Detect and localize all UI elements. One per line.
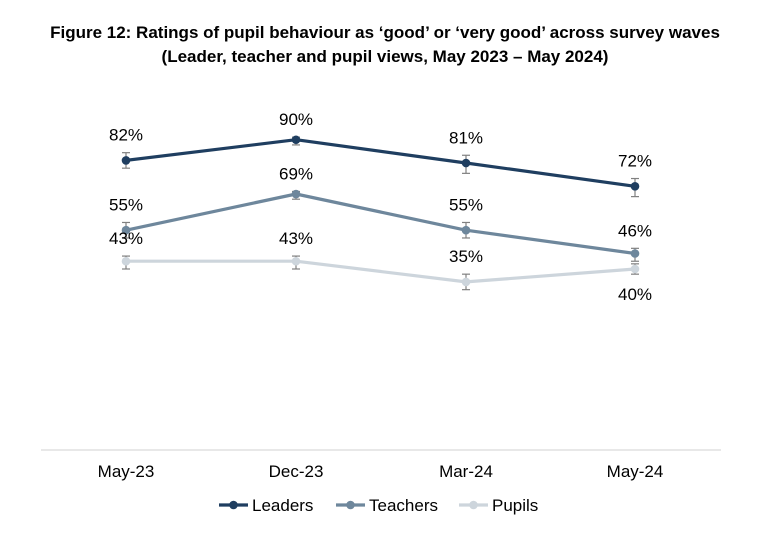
data-point [121,256,131,266]
data-label-teachers: 55% [109,196,143,215]
legend-label: Teachers [369,496,438,515]
data-label-leaders: 81% [449,128,483,147]
data-point [461,158,471,168]
series-leaders [121,135,640,198]
data-point [630,181,640,191]
x-tick-label: May-24 [607,462,664,481]
data-label-layer: 82% 90% 81% 72% 55% 69% 55% 46% 43% 43% 35% 40% [109,110,652,304]
data-label-leaders: 82% [109,126,143,145]
legend-item-leaders: Leaders [219,496,313,515]
data-label-pupils: 35% [449,247,483,266]
data-label-pupils: 43% [279,229,313,248]
series-line-pupils [124,259,637,284]
legend-item-teachers: Teachers [336,496,438,515]
legend-item-pupils: Pupils [459,496,538,515]
x-tick-label: Mar-24 [439,462,493,481]
axis-layer: May-23 Dec-23 Mar-24 May-24 [41,449,721,481]
chart-subtitle: (Leader, teacher and pupil views, May 20… [161,47,609,66]
data-point [291,135,301,145]
legend-swatch-marker [229,500,238,510]
series-pupils [121,255,640,291]
legend-label: Leaders [252,496,313,515]
data-label-teachers: 69% [279,164,313,183]
data-label-leaders: 90% [279,110,313,129]
legend-swatch-marker [469,500,478,510]
data-point [121,225,131,235]
data-point [291,256,301,266]
data-label-teachers: 55% [449,196,483,215]
series-line-teachers [124,192,637,256]
data-label-teachers: 46% [618,221,652,240]
chart-title-block: Figure 12: Ratings of pupil behaviour as… [0,21,770,69]
data-point [291,189,301,199]
data-label-leaders: 72% [618,152,652,171]
x-tick-label: Dec-23 [269,462,324,481]
legend-swatch-marker [346,500,355,510]
series-layer [121,135,640,291]
data-point [461,277,471,287]
data-point [630,264,640,274]
data-point [461,225,471,235]
legend-label: Pupils [492,496,538,515]
series-teachers [121,189,640,262]
data-label-pupils: 43% [109,229,143,248]
data-point [630,249,640,258]
x-tick-label: May-23 [98,462,155,481]
data-label-pupils: 40% [618,285,652,304]
chart-title: Figure 12: Ratings of pupil behaviour as… [50,23,720,42]
data-point [121,156,131,165]
legend: Leaders Teachers Pupils [219,496,538,515]
series-line-leaders [124,138,637,188]
